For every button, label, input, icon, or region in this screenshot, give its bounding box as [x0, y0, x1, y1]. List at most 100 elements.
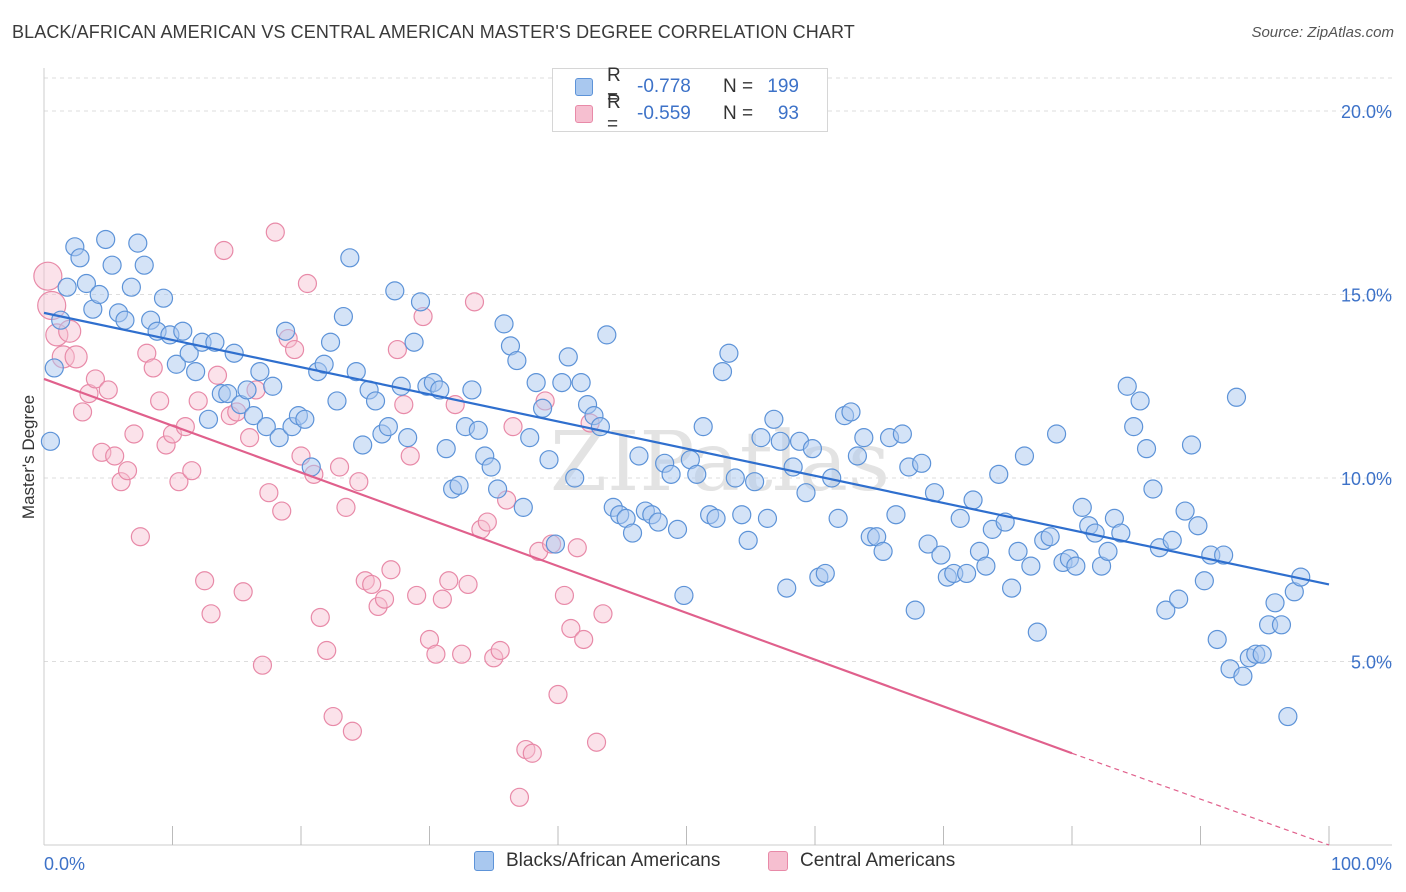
- central-american-point: [452, 644, 472, 664]
- x-tick-label: 0.0%: [44, 854, 85, 874]
- black-african-american-point: [757, 508, 778, 528]
- black-african-american-point: [802, 439, 823, 459]
- n-label: N =: [723, 103, 754, 124]
- central-american-point: [368, 596, 388, 617]
- black-african-american-point: [166, 354, 186, 374]
- n-value: 199: [767, 76, 799, 97]
- black-african-american-point: [44, 358, 64, 378]
- black-african-american-point: [51, 310, 71, 330]
- black-african-american-point: [1271, 615, 1292, 635]
- black-african-american-point: [905, 600, 925, 620]
- black-african-american-point: [745, 472, 765, 492]
- central-american-point: [182, 461, 202, 481]
- black-african-american-point: [513, 497, 533, 517]
- central-american-point: [111, 472, 131, 492]
- black-african-american-point: [725, 468, 745, 488]
- central-american-point: [323, 706, 343, 727]
- black-african-american-point: [545, 534, 566, 554]
- y-tick-label: 5.0%: [1351, 653, 1392, 673]
- central-american-point: [407, 585, 427, 606]
- black-african-american-point: [1156, 600, 1176, 620]
- source-label: Source: ZipAtlas.com: [1251, 24, 1394, 41]
- central-american-point: [195, 571, 215, 591]
- black-african-american-point: [1278, 706, 1298, 727]
- central-american-point: [207, 365, 228, 385]
- black-african-american-point: [732, 505, 752, 525]
- black-african-american-point: [1130, 391, 1150, 411]
- central-american-point: [156, 435, 176, 455]
- black-african-american-point: [320, 332, 341, 352]
- central-american-point: [458, 574, 478, 595]
- black-african-american-point: [770, 431, 790, 451]
- black-african-american-point: [314, 354, 334, 374]
- black-african-american-point: [468, 420, 488, 440]
- black-african-american-point: [912, 453, 932, 473]
- x-tick-label: 100.0%: [1331, 854, 1392, 874]
- black-african-american-point: [950, 508, 970, 528]
- black-african-american-point: [256, 417, 276, 437]
- black-african-american-point: [353, 435, 373, 455]
- black-african-american-point: [263, 376, 283, 396]
- central-american-point: [297, 273, 318, 294]
- black-african-american-point: [237, 380, 257, 400]
- black-african-american-point: [622, 523, 643, 543]
- black-african-american-point: [198, 409, 219, 429]
- black-african-american-point: [153, 288, 174, 308]
- black-african-american-point: [552, 372, 572, 393]
- r-value: -0.778: [637, 76, 691, 97]
- black-african-american-point: [892, 424, 912, 444]
- central-american-point: [516, 739, 536, 760]
- black-african-american-point: [1098, 541, 1118, 562]
- central-american-point: [426, 644, 446, 664]
- black-african-american-point: [989, 464, 1009, 484]
- black-african-american-point: [186, 361, 206, 382]
- black-african-american-point: [1162, 530, 1182, 551]
- central-american-point: [64, 345, 88, 369]
- black-african-american-point: [410, 292, 431, 312]
- central-american-point: [150, 391, 170, 411]
- black-african-american-point: [404, 332, 424, 352]
- black-african-american-point: [539, 450, 559, 470]
- black-african-american-point: [712, 361, 733, 382]
- black-african-american-point: [706, 508, 726, 528]
- black-african-american-point: [847, 446, 868, 466]
- black-african-american-point: [102, 255, 122, 275]
- central-american-point: [98, 380, 118, 400]
- central-american-point: [561, 618, 581, 639]
- black-african-american-point: [1066, 556, 1086, 576]
- black-african-american-point: [449, 475, 469, 495]
- r-label: R =: [607, 65, 621, 108]
- black-african-american-point: [1008, 541, 1028, 562]
- black-african-american-point: [1027, 622, 1047, 642]
- black-african-american-point: [57, 277, 77, 297]
- trendlines: [43, 311, 1330, 846]
- central-american-point: [240, 428, 260, 448]
- central-american-point: [272, 501, 292, 521]
- black-african-american-point: [1021, 556, 1041, 576]
- black-african-american-point: [295, 409, 315, 429]
- black-african-american-point: [828, 508, 848, 528]
- legend-item-blacks[interactable]: Blacks/African Americans: [474, 850, 720, 872]
- black-african-american-point: [76, 273, 97, 294]
- central-american-point: [265, 222, 285, 242]
- black-african-american-point: [1117, 376, 1137, 396]
- central-american-point: [72, 402, 93, 422]
- central-american-point: [362, 574, 382, 595]
- black-african-american-point: [796, 483, 816, 503]
- black-african-american-point: [886, 505, 906, 525]
- black-african-american-point: [520, 428, 540, 448]
- black-african-american-point: [1143, 479, 1163, 499]
- black-african-american-point: [719, 343, 739, 363]
- central-american-point: [477, 512, 497, 532]
- central-american-point: [464, 292, 485, 312]
- central-american-point: [355, 571, 375, 591]
- legend-item-central[interactable]: Central Americans: [768, 850, 955, 872]
- black-african-american-point: [1175, 501, 1195, 521]
- central-american-point: [432, 589, 452, 609]
- black-african-american-point: [333, 306, 354, 327]
- central-american-point: [400, 446, 420, 466]
- central-american-point: [284, 339, 305, 360]
- y-tick-label: 10.0%: [1341, 469, 1392, 489]
- central-american-point: [336, 497, 356, 517]
